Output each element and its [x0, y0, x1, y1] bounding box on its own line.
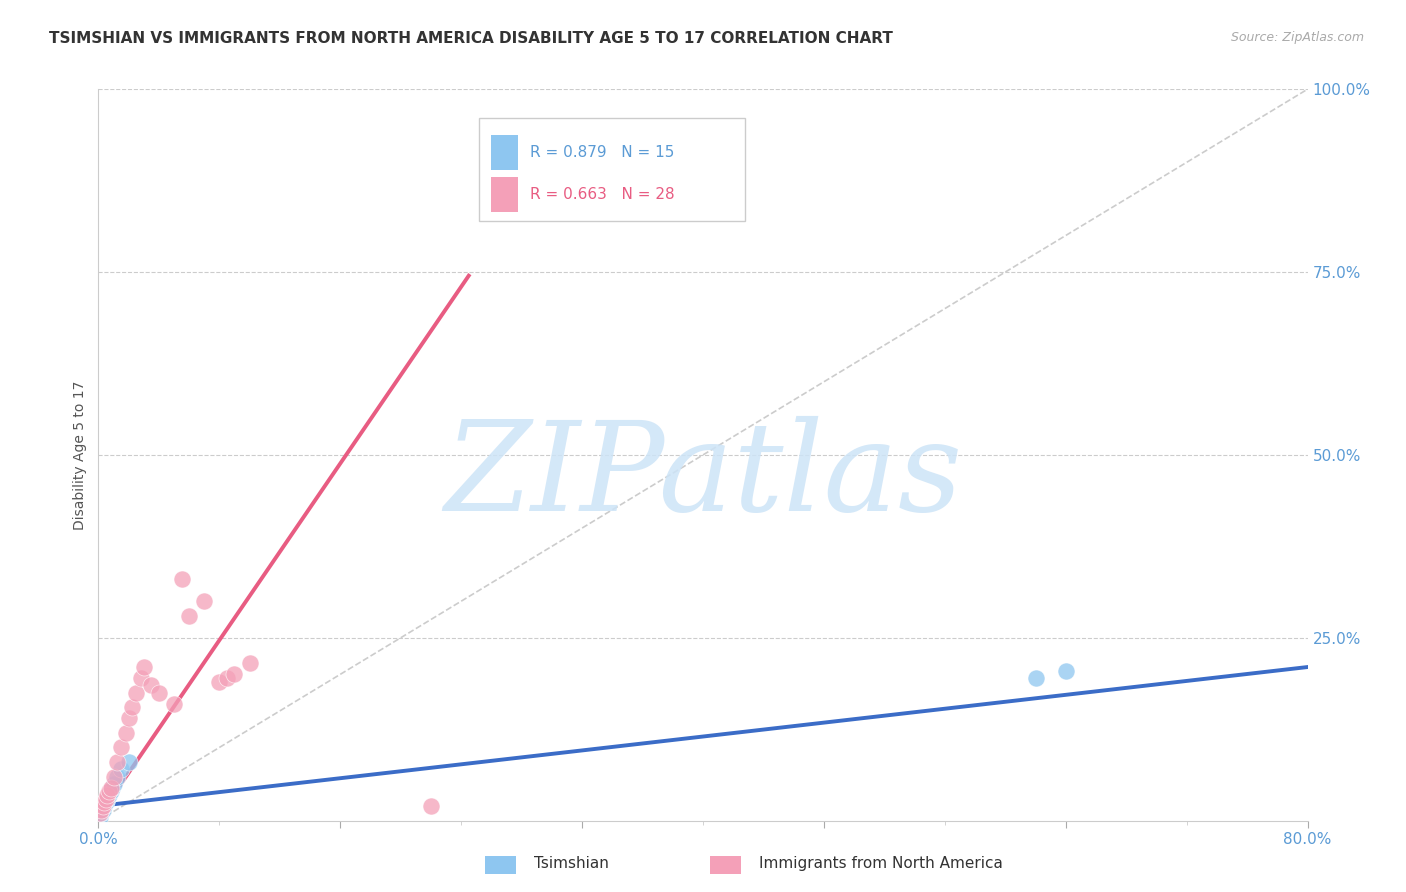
Point: [96, 791, 118, 805]
Text: Tsimshian: Tsimshian: [534, 856, 609, 871]
Point: [239, 657, 262, 671]
Point: [215, 671, 238, 685]
Point: [420, 799, 443, 814]
Point: [101, 780, 124, 795]
Point: [90, 803, 112, 817]
Point: [118, 755, 141, 769]
Point: [100, 784, 122, 798]
Point: [1054, 664, 1077, 678]
Point: [105, 755, 128, 769]
FancyBboxPatch shape: [492, 177, 517, 212]
Point: [148, 686, 170, 700]
FancyBboxPatch shape: [479, 119, 745, 221]
Point: [93, 799, 115, 814]
Point: [105, 770, 128, 784]
Point: [170, 572, 193, 586]
Text: Source: ZipAtlas.com: Source: ZipAtlas.com: [1230, 31, 1364, 45]
Point: [114, 726, 136, 740]
Text: R = 0.879   N = 15: R = 0.879 N = 15: [530, 145, 675, 160]
Point: [208, 674, 231, 689]
Point: [125, 686, 148, 700]
Point: [121, 700, 143, 714]
Text: R = 0.663   N = 28: R = 0.663 N = 28: [530, 187, 675, 202]
Point: [89, 810, 111, 824]
Point: [224, 667, 246, 681]
Point: [90, 806, 112, 821]
Point: [110, 763, 132, 777]
Point: [163, 697, 186, 711]
Point: [98, 784, 121, 798]
Text: ZIPatlas: ZIPatlas: [444, 416, 962, 538]
Point: [93, 796, 115, 810]
Point: [91, 803, 114, 817]
Point: [1024, 671, 1046, 685]
Point: [129, 671, 152, 685]
Point: [110, 740, 132, 755]
Point: [179, 608, 201, 623]
Point: [91, 799, 114, 814]
Point: [141, 678, 163, 692]
Point: [94, 791, 117, 805]
Point: [89, 806, 111, 821]
Point: [193, 594, 215, 608]
Point: [94, 796, 117, 810]
Y-axis label: Disability Age 5 to 17: Disability Age 5 to 17: [73, 380, 87, 530]
FancyBboxPatch shape: [492, 135, 517, 169]
Text: TSIMSHIAN VS IMMIGRANTS FROM NORTH AMERICA DISABILITY AGE 5 TO 17 CORRELATION CH: TSIMSHIAN VS IMMIGRANTS FROM NORTH AMERI…: [49, 31, 893, 46]
Point: [132, 660, 155, 674]
Point: [98, 788, 121, 802]
Text: Immigrants from North America: Immigrants from North America: [759, 856, 1002, 871]
Point: [118, 711, 141, 725]
Point: [103, 777, 125, 791]
Point: [96, 788, 118, 802]
Point: [100, 780, 122, 795]
Point: [103, 770, 125, 784]
